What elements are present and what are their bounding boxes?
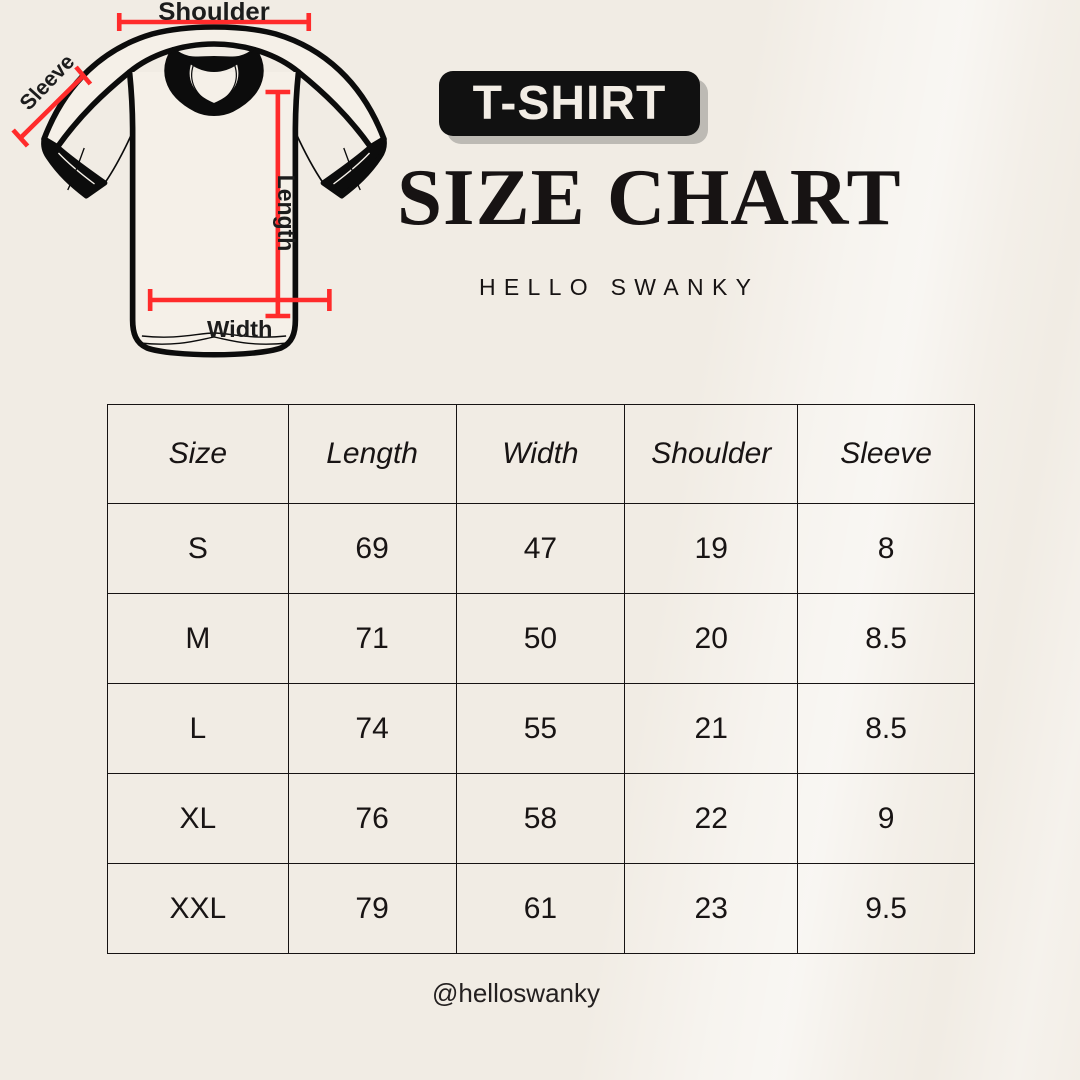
svg-text:Width: Width [207,316,273,342]
svg-text:Shoulder: Shoulder [158,0,270,26]
svg-text:Length: Length [273,175,299,252]
